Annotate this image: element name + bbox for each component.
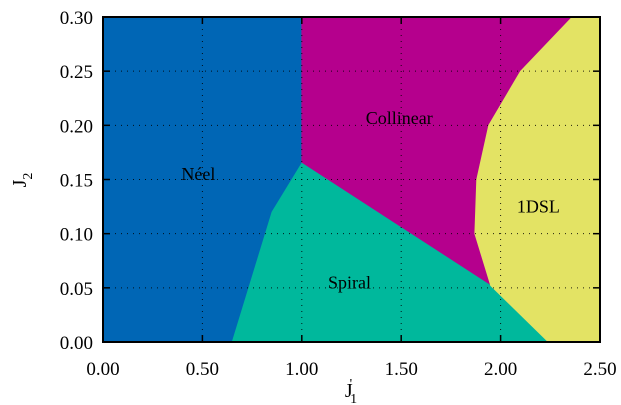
- y-tick-label: 0.15: [60, 171, 93, 192]
- y-tick-label: 0.05: [60, 279, 93, 300]
- x-axis-label: J' 1: [345, 377, 357, 405]
- x-tick-label: 0.00: [86, 359, 119, 380]
- region-labels: Néel Collinear Spiral 1DSL: [181, 108, 559, 293]
- y-tick-labels: 0.00 0.05 0.10 0.15 0.20 0.25 0.30: [60, 8, 93, 354]
- x-tick-label: 1.00: [285, 359, 318, 380]
- grid-lines: [103, 17, 600, 342]
- x-tick-label: 2.50: [583, 359, 616, 380]
- y-tick-label: 0.10: [60, 225, 93, 246]
- region-label-spiral: Spiral: [328, 272, 371, 292]
- phase-regions: [102, 16, 601, 343]
- x-tick-labels: 0.00 0.50 1.00 1.50 2.00 2.50: [86, 359, 616, 380]
- x-tick-label: 0.50: [186, 359, 219, 380]
- x-tick-label: 2.00: [484, 359, 517, 380]
- y-tick-label: 0.25: [60, 62, 93, 83]
- region-label-1dsl: 1DSL: [517, 197, 560, 217]
- tick-marks: [102, 16, 601, 343]
- region-label-collinear: Collinear: [366, 108, 433, 128]
- y-axis-label: J2: [9, 173, 36, 188]
- x-tick-label: 1.50: [385, 359, 418, 380]
- y-tick-label: 0.30: [60, 8, 93, 29]
- region-label-neel: Néel: [181, 164, 215, 184]
- y-tick-label: 0.20: [60, 116, 93, 137]
- y-tick-label: 0.00: [60, 333, 93, 354]
